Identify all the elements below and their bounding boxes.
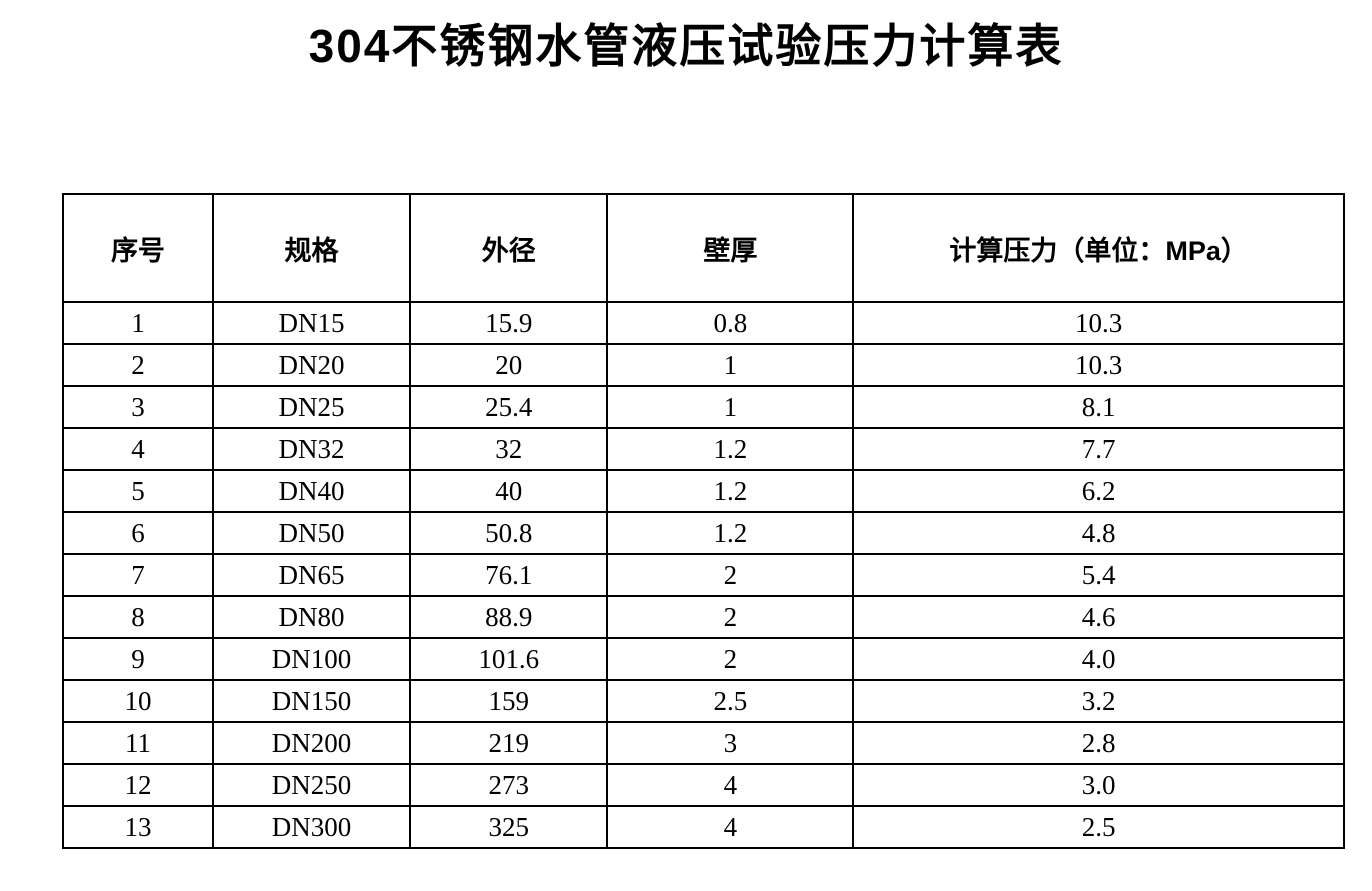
table-cell: 2.8 bbox=[852, 721, 1345, 765]
table-cell: 10.3 bbox=[852, 343, 1345, 387]
table-cell: DN100 bbox=[211, 637, 412, 681]
table-cell: 32 bbox=[409, 427, 609, 471]
table-cell: DN50 bbox=[211, 511, 412, 555]
table-cell: 4 bbox=[606, 763, 855, 807]
table-cell: 4.6 bbox=[852, 595, 1345, 639]
table-cell: DN150 bbox=[211, 679, 412, 723]
table-row: 2 DN20 20 1 10.3 bbox=[62, 343, 1345, 387]
table-cell: 1 bbox=[606, 343, 855, 387]
table-cell: 50.8 bbox=[409, 511, 609, 555]
table-cell: 11 bbox=[62, 721, 214, 765]
table-cell: 9 bbox=[62, 637, 214, 681]
table-cell: 3 bbox=[62, 385, 214, 429]
table-cell: DN32 bbox=[211, 427, 412, 471]
header-cell: 规格 bbox=[211, 193, 412, 303]
table-cell: 76.1 bbox=[409, 553, 609, 597]
table-cell: 10 bbox=[62, 679, 214, 723]
table-cell: 4.8 bbox=[852, 511, 1345, 555]
pressure-calculation-table: 序号 规格 外径 壁厚 计算压力（单位：MPa） 1 DN15 15.9 0.8 10.3 2 DN… bbox=[62, 193, 1345, 849]
table-row: 8 DN80 88.9 2 4.6 bbox=[62, 595, 1345, 639]
table-row: 1 DN15 15.9 0.8 10.3 bbox=[62, 301, 1345, 345]
table-cell: 3.2 bbox=[852, 679, 1345, 723]
table-cell: DN15 bbox=[211, 301, 412, 345]
table-cell: DN250 bbox=[211, 763, 412, 807]
table-cell: 15.9 bbox=[409, 301, 609, 345]
table-cell: 4 bbox=[606, 805, 855, 849]
table-cell: 13 bbox=[62, 805, 214, 849]
table-cell: 12 bbox=[62, 763, 214, 807]
document-page: 304不锈钢水管液压试验压力计算表 序号 规格 外径 壁厚 计算压力（单位：MPa） 1… bbox=[0, 10, 1372, 891]
table-cell: 10.3 bbox=[852, 301, 1345, 345]
table-cell: 101.6 bbox=[409, 637, 609, 681]
table-cell: 1 bbox=[606, 385, 855, 429]
table-cell: 325 bbox=[409, 805, 609, 849]
table-cell: 1.2 bbox=[606, 511, 855, 555]
table-row: 3 DN25 25.4 1 8.1 bbox=[62, 385, 1345, 429]
table-cell: 88.9 bbox=[409, 595, 609, 639]
table-cell: 5 bbox=[62, 469, 214, 513]
table-cell: 7.7 bbox=[852, 427, 1345, 471]
table-cell: 219 bbox=[409, 721, 609, 765]
table-cell: 2 bbox=[606, 637, 855, 681]
table-row: 10 DN150 159 2.5 3.2 bbox=[62, 679, 1345, 723]
table-cell: 2 bbox=[606, 553, 855, 597]
table-cell: 4 bbox=[62, 427, 214, 471]
table-row: 4 DN32 32 1.2 7.7 bbox=[62, 427, 1345, 471]
table-cell: 1.2 bbox=[606, 427, 855, 471]
table-cell: DN25 bbox=[211, 385, 412, 429]
table-cell: 8.1 bbox=[852, 385, 1345, 429]
table-header-row: 序号 规格 外径 壁厚 计算压力（单位：MPa） bbox=[62, 193, 1345, 303]
table-cell: 8 bbox=[62, 595, 214, 639]
table-cell: 40 bbox=[409, 469, 609, 513]
table-cell: 4.0 bbox=[852, 637, 1345, 681]
table-cell: 2.5 bbox=[606, 679, 855, 723]
table-cell: 7 bbox=[62, 553, 214, 597]
table-row: 13 DN300 325 4 2.5 bbox=[62, 805, 1345, 849]
table-cell: 159 bbox=[409, 679, 609, 723]
table-cell: DN40 bbox=[211, 469, 412, 513]
table-cell: 6 bbox=[62, 511, 214, 555]
table-cell: DN200 bbox=[211, 721, 412, 765]
table-cell: 3 bbox=[606, 721, 855, 765]
header-cell: 计算压力（单位：MPa） bbox=[852, 193, 1345, 303]
table-cell: 0.8 bbox=[606, 301, 855, 345]
table-cell: 20 bbox=[409, 343, 609, 387]
table-row: 11 DN200 219 3 2.8 bbox=[62, 721, 1345, 765]
table-cell: DN300 bbox=[211, 805, 412, 849]
table-row: 9 DN100 101.6 2 4.0 bbox=[62, 637, 1345, 681]
table-cell: DN80 bbox=[211, 595, 412, 639]
table-cell: 25.4 bbox=[409, 385, 609, 429]
table-row: 7 DN65 76.1 2 5.4 bbox=[62, 553, 1345, 597]
page-title: 304不锈钢水管液压试验压力计算表 bbox=[308, 20, 1064, 72]
header-cell: 壁厚 bbox=[606, 193, 855, 303]
table-cell: DN65 bbox=[211, 553, 412, 597]
table-row: 12 DN250 273 4 3.0 bbox=[62, 763, 1345, 807]
table-cell: 2 bbox=[62, 343, 214, 387]
table-row: 5 DN40 40 1.2 6.2 bbox=[62, 469, 1345, 513]
table-cell: 3.0 bbox=[852, 763, 1345, 807]
table-cell: 2 bbox=[606, 595, 855, 639]
table-cell: 2.5 bbox=[852, 805, 1345, 849]
table-cell: 6.2 bbox=[852, 469, 1345, 513]
table-row: 6 DN50 50.8 1.2 4.8 bbox=[62, 511, 1345, 555]
table-cell: DN20 bbox=[211, 343, 412, 387]
header-cell: 外径 bbox=[409, 193, 609, 303]
header-cell: 序号 bbox=[62, 193, 214, 303]
table-cell: 273 bbox=[409, 763, 609, 807]
table-cell: 5.4 bbox=[852, 553, 1345, 597]
table-cell: 1 bbox=[62, 301, 214, 345]
table-cell: 1.2 bbox=[606, 469, 855, 513]
